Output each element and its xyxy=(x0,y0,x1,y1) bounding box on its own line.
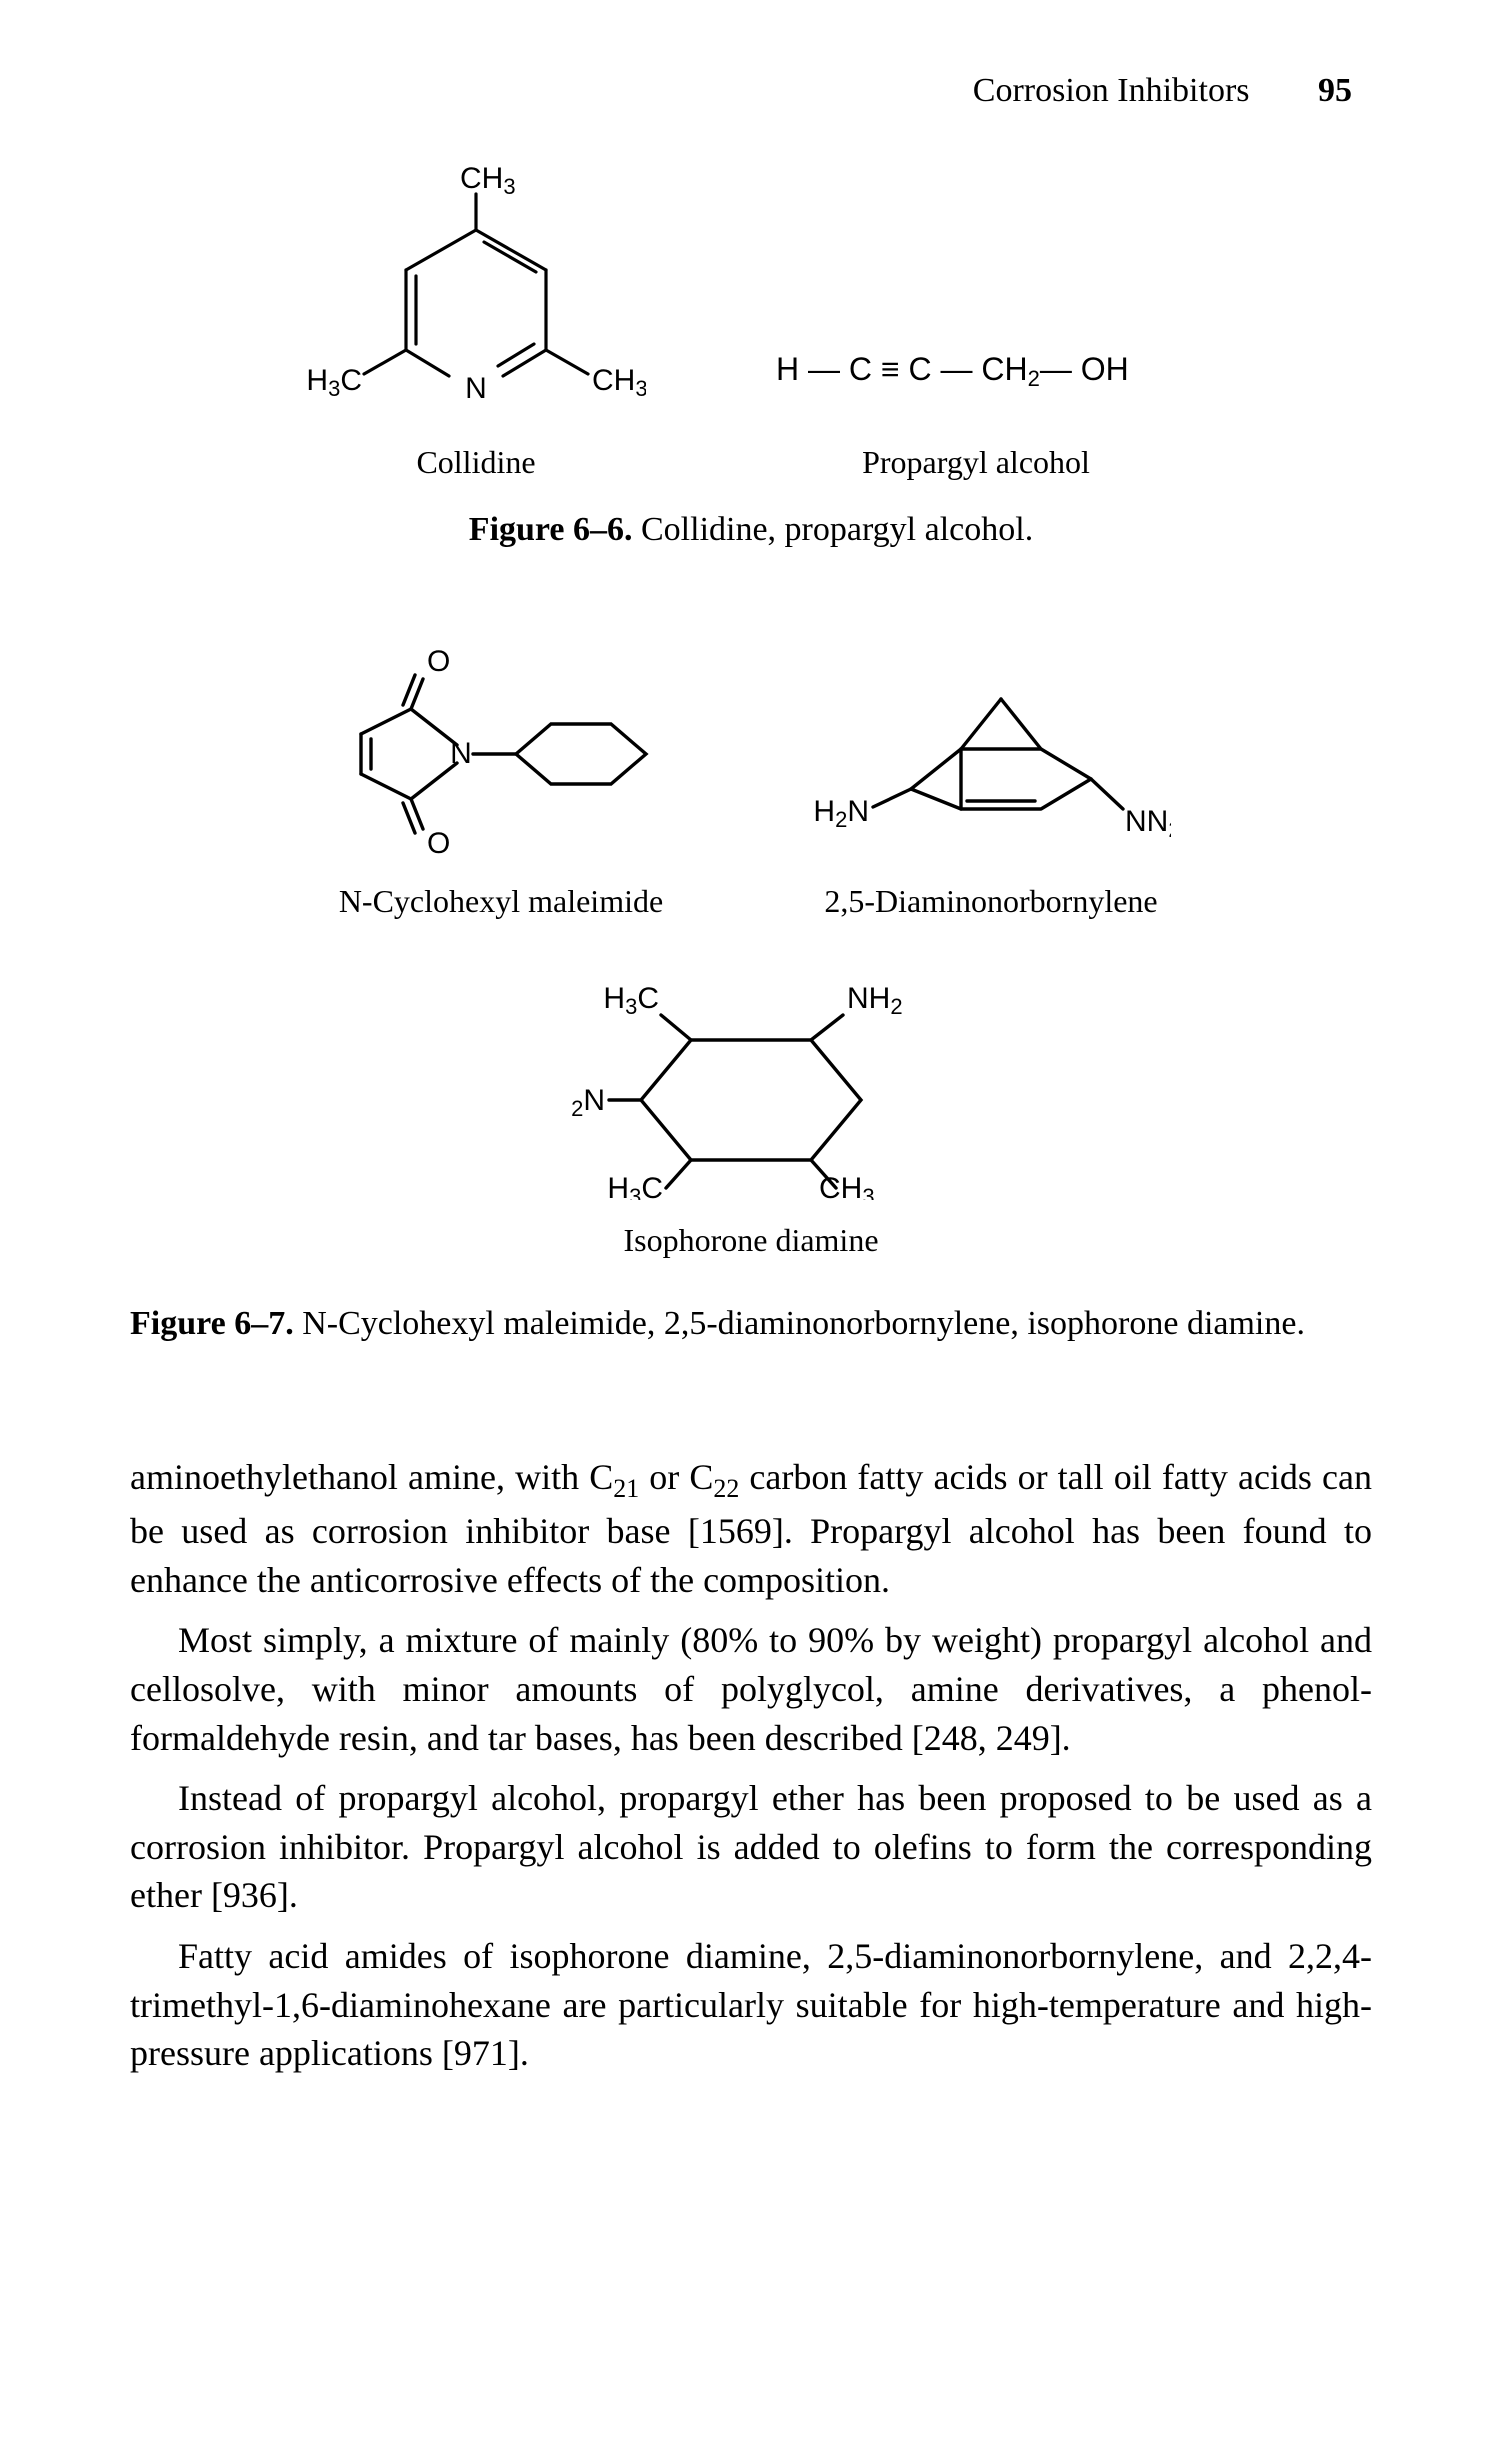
figure-6-6-caption: Figure 6–6. Collidine, propargyl alcohol… xyxy=(130,511,1372,549)
svg-text:CH3: CH3 xyxy=(819,1172,875,1200)
paragraph-1: aminoethylethanol amine, with C21 or C22… xyxy=(130,1453,1372,1604)
svg-text:CH3: CH3 xyxy=(592,364,646,401)
isophorone-structure: H3C NH2 H2N H3C CH3 Isophorone diamine xyxy=(130,960,1372,1259)
collidine-label: Collidine xyxy=(416,444,535,481)
propargyl-label: Propargyl alcohol xyxy=(862,444,1090,481)
maleimide-label: N-Cyclohexyl maleimide xyxy=(339,883,663,920)
paragraph-3: Instead of propargyl alcohol, propargyl … xyxy=(130,1774,1372,1920)
svg-text:H2N: H2N xyxy=(813,795,869,832)
running-header: Corrosion Inhibitors 95 xyxy=(973,72,1352,110)
dianorbornylene-structure: H2N NN2 2,5-Diaminonorbornylene xyxy=(811,639,1171,920)
svg-text:CH3: CH3 xyxy=(460,162,516,199)
dianorbornylene-label: 2,5-Diaminonorbornylene xyxy=(824,883,1157,920)
maleimide-structure: N O O N-Cyclohexyl maleimide xyxy=(331,639,671,920)
paragraph-2: Most simply, a mixture of mainly (80% to… xyxy=(130,1616,1372,1762)
page-number: 95 xyxy=(1318,72,1352,109)
svg-text:NH2: NH2 xyxy=(847,982,903,1019)
svg-text:H2N: H2N xyxy=(571,1084,605,1121)
svg-text:H3C: H3C xyxy=(306,364,362,401)
svg-text:H3C: H3C xyxy=(603,982,659,1019)
paragraph-4: Fatty acid amides of isophorone diamine,… xyxy=(130,1932,1372,2078)
isophorone-label: Isophorone diamine xyxy=(623,1222,878,1259)
svg-text:O: O xyxy=(427,827,450,860)
section-name: Corrosion Inhibitors xyxy=(973,72,1250,109)
body-text: aminoethylethanol amine, with C21 or C22… xyxy=(130,1453,1372,2078)
svg-text:NN2: NN2 xyxy=(1125,805,1171,842)
svg-text:O: O xyxy=(427,645,450,678)
figure-6-6: N CH3 H3C CH3 Collidine H — C ≡ C xyxy=(130,160,1372,549)
svg-text:H3C: H3C xyxy=(607,1172,663,1200)
collidine-structure: N CH3 H3C CH3 Collidine xyxy=(306,160,646,481)
figure-6-7: N O O N-Cyclohexyl maleimide xyxy=(130,639,1372,1343)
svg-text:H — C: H — C ≡ C — CH2— OH xyxy=(776,351,1129,391)
atom-n: N xyxy=(465,372,487,405)
svg-text:N: N xyxy=(450,737,472,770)
figure-6-7-caption: Figure 6–7. N-Cyclohexyl maleimide, 2,5-… xyxy=(130,1305,1372,1343)
propargyl-structure: H — C ≡ C — CH2— OH Propargyl alcohol xyxy=(756,310,1196,481)
